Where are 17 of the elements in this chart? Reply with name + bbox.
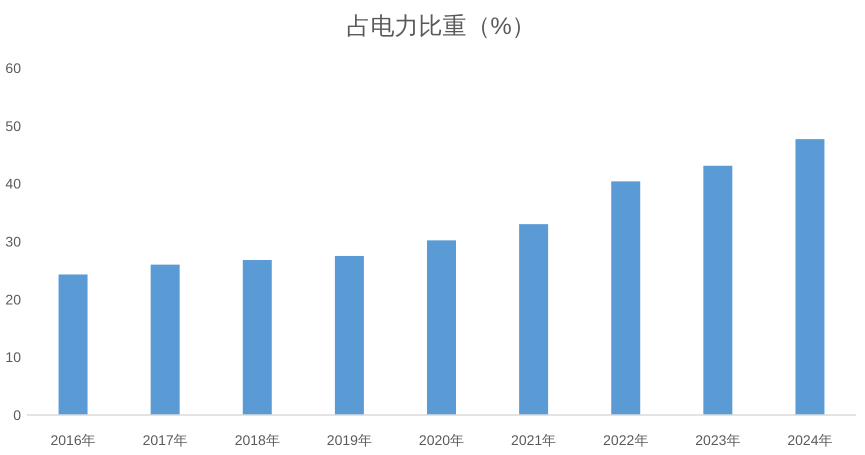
y-tick-label: 30 — [5, 234, 22, 250]
x-tick-label: 2024年 — [787, 432, 833, 448]
x-tick-label: 2019年 — [326, 432, 372, 448]
x-tick-label: 2021年 — [511, 432, 556, 448]
x-tick-label: 2022年 — [603, 432, 648, 448]
x-tick-label: 2017年 — [142, 432, 188, 448]
x-tick-label: 2018年 — [234, 432, 280, 448]
y-tick-label: 40 — [5, 176, 22, 192]
y-tick-label: 20 — [5, 291, 22, 308]
x-tick-label: 2016年 — [50, 432, 96, 448]
y-tick-label: 0 — [13, 407, 22, 423]
y-tick-label: 10 — [5, 349, 22, 366]
x-tick-label: 2020年 — [418, 432, 464, 448]
title: 占电力比重（%） — [346, 13, 536, 40]
y-tick-label: 60 — [5, 60, 22, 76]
y-tick-label: 50 — [5, 118, 22, 134]
x-tick-label: 2023年 — [695, 432, 740, 448]
